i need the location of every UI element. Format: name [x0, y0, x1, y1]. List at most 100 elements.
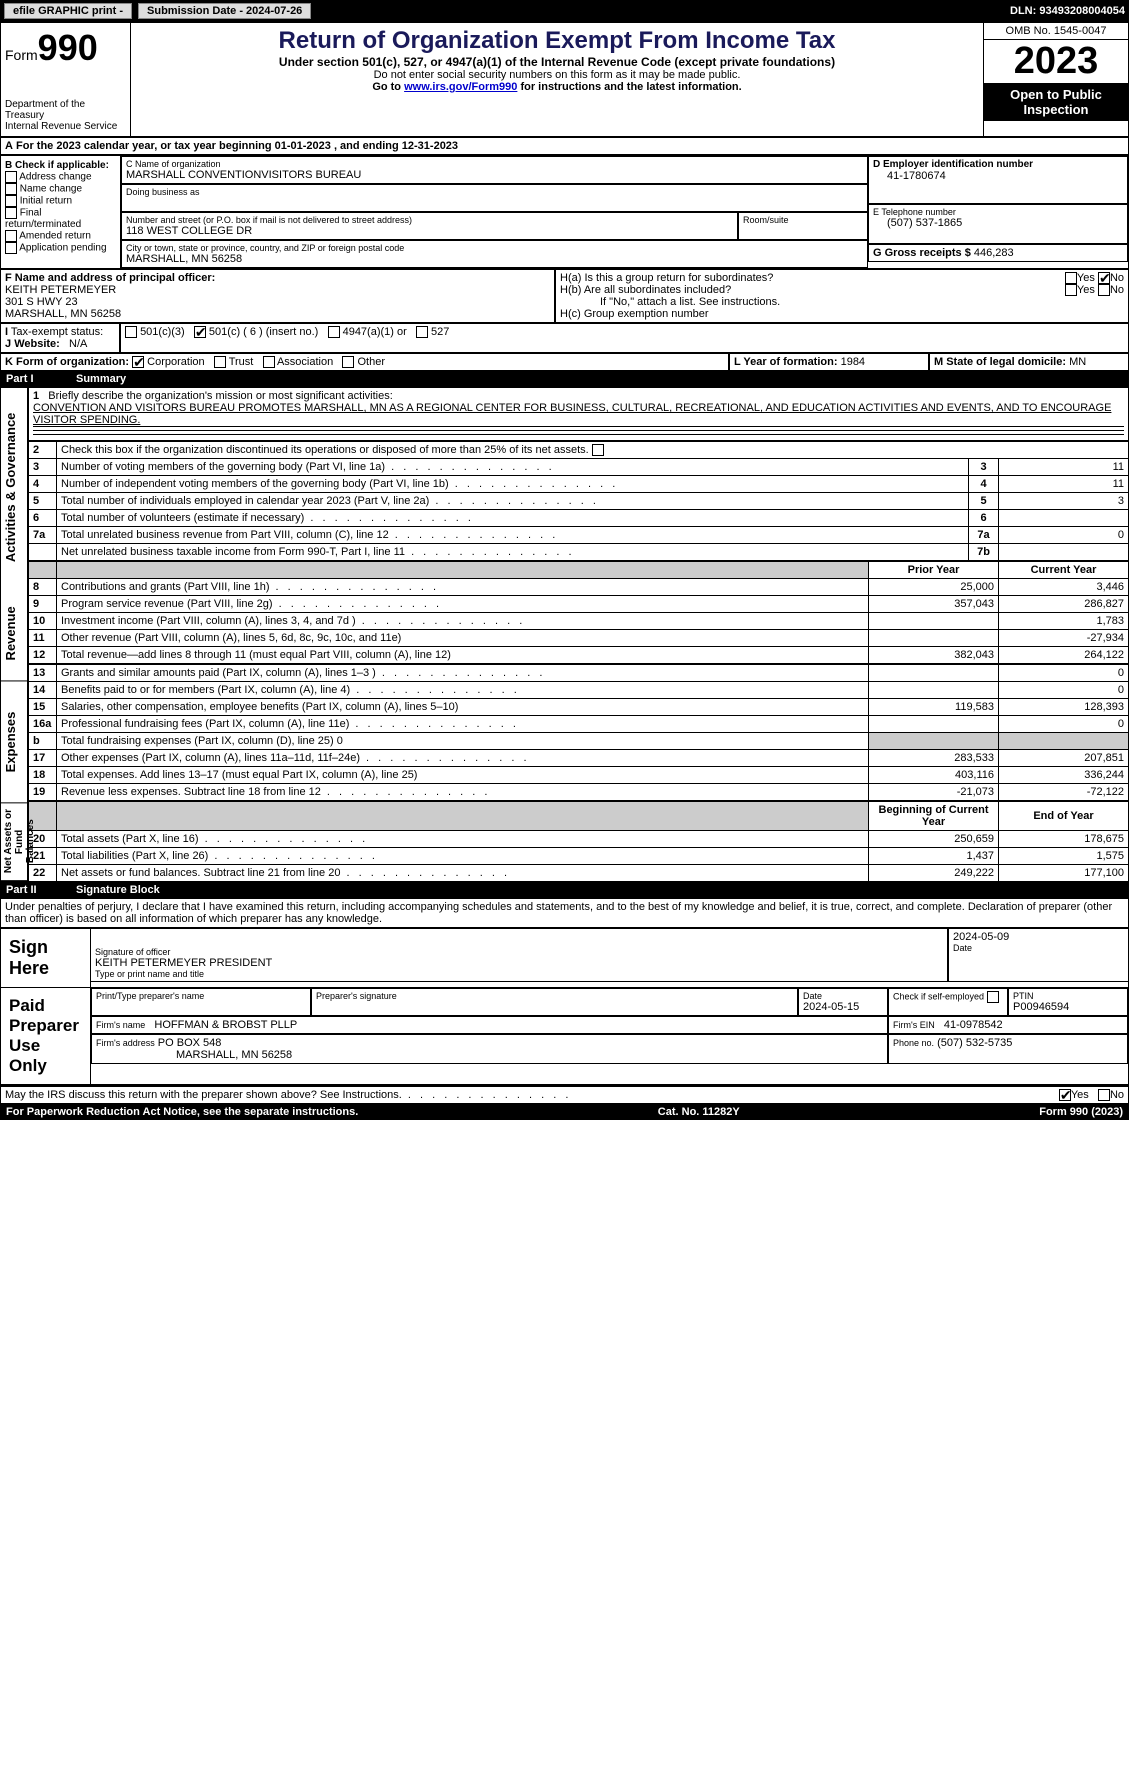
opt-name-change: Name change [20, 184, 82, 195]
prep-date: 2024-05-15 [803, 1001, 883, 1013]
checkbox-ha-no[interactable] [1098, 272, 1110, 284]
opt-501c: 501(c) ( 6 ) (insert no.) [209, 326, 318, 338]
form-title: Return of Organization Exempt From Incom… [135, 27, 979, 55]
i-label: Tax-exempt status: [11, 326, 103, 338]
checkbox-assoc[interactable] [263, 356, 275, 368]
part2-header: Part II Signature Block [0, 882, 1129, 898]
val7a: 0 [999, 527, 1129, 544]
p8: 25,000 [869, 579, 999, 596]
gross-receipts: 446,283 [974, 247, 1014, 259]
p19: -21,073 [869, 784, 999, 801]
c20: 178,675 [999, 831, 1129, 848]
officer-name-title: KEITH PETERMEYER PRESIDENT [95, 957, 943, 969]
part1-header: Part I Summary [0, 371, 1129, 387]
checkbox-trust[interactable] [214, 356, 226, 368]
open-inspection: Open to Public Inspection [984, 83, 1128, 121]
checkbox-final-return[interactable] [5, 207, 17, 219]
line1-label: Briefly describe the organization's miss… [48, 390, 392, 402]
line18: Total expenses. Add lines 13–17 (must eq… [57, 767, 869, 784]
p12: 382,043 [869, 647, 999, 664]
val6 [999, 510, 1129, 527]
irs-link[interactable]: www.irs.gov/Form990 [404, 81, 517, 93]
opt-app-pending: Application pending [19, 243, 106, 254]
checkbox-initial-return[interactable] [5, 195, 17, 207]
org-address: 118 WEST COLLEGE DR [126, 225, 733, 237]
line4: Number of independent voting members of … [57, 476, 969, 493]
checkbox-discuss-yes[interactable] [1059, 1089, 1071, 1101]
checkbox-address-change[interactable] [5, 171, 17, 183]
c19: -72,122 [999, 784, 1129, 801]
date-label: Date [953, 943, 1124, 953]
part1-body: Activities & Governance Revenue Expenses… [0, 387, 1129, 882]
col-d: D Employer identification number 41-1780… [868, 156, 1128, 268]
form-header: Form990 Department of the Treasury Inter… [0, 22, 1129, 137]
form-subtitle-1: Under section 501(c), 527, or 4947(a)(1)… [135, 55, 979, 69]
checkbox-4947[interactable] [328, 326, 340, 338]
hdr-begin: Beginning of Current Year [869, 802, 999, 831]
firm-ein: 41-0978542 [944, 1019, 1003, 1031]
type-name-label: Type or print name and title [95, 969, 943, 979]
addr-label: Number and street (or P.O. box if mail i… [126, 215, 733, 225]
checkbox-discuss-no[interactable] [1098, 1089, 1110, 1101]
line20: Total assets (Part X, line 16) [57, 831, 869, 848]
hdr-prior: Prior Year [869, 562, 999, 579]
hdr-end: End of Year [999, 802, 1129, 831]
c-name-label: C Name of organization [126, 159, 863, 169]
line7b: Net unrelated business taxable income fr… [57, 544, 969, 561]
checkbox-name-change[interactable] [5, 183, 17, 195]
c16a: 0 [999, 716, 1129, 733]
efile-print-button[interactable]: efile GRAPHIC print - [4, 3, 132, 19]
goto-post: for instructions and the latest informat… [517, 81, 741, 93]
firm-addr1: PO BOX 548 [158, 1037, 222, 1049]
checkbox-501c[interactable] [194, 326, 206, 338]
check-self-employed: Check if self-employed [893, 992, 984, 1002]
omb-number: OMB No. 1545-0047 [984, 23, 1128, 40]
firm-phone: (507) 532-5735 [937, 1037, 1012, 1049]
d-label: D Employer identification number [873, 159, 1123, 170]
signature-block: Sign Here Signature of officer KEITH PET… [0, 928, 1129, 1086]
form-label: Form [5, 47, 38, 63]
city-label: City or town, state or province, country… [126, 243, 863, 253]
checkbox-hb-yes[interactable] [1065, 284, 1077, 296]
header-right: OMB No. 1545-0047 2023 Open to Public In… [983, 23, 1128, 136]
checkbox-corp[interactable] [132, 356, 144, 368]
ptin-label: PTIN [1013, 991, 1123, 1001]
line16b: Total fundraising expenses (Part IX, col… [57, 733, 869, 750]
checkbox-self-employed[interactable] [987, 991, 999, 1003]
discuss-row: May the IRS discuss this return with the… [0, 1086, 1129, 1104]
ha-label: H(a) Is this a group return for subordin… [560, 272, 1065, 284]
line21: Total liabilities (Part X, line 26) [57, 848, 869, 865]
line1-box: 1 Briefly describe the organization's mi… [28, 387, 1129, 441]
tax-year: 2023 [984, 40, 1128, 83]
form-number: 990 [38, 27, 98, 68]
checkbox-501c3[interactable] [125, 326, 137, 338]
submission-date-button[interactable]: Submission Date - 2024-07-26 [138, 3, 311, 19]
checkbox-other[interactable] [342, 356, 354, 368]
f-label: F Name and address of principal officer: [5, 272, 550, 284]
val7b [999, 544, 1129, 561]
g-label: G Gross receipts $ [873, 247, 971, 259]
checkbox-ha-yes[interactable] [1065, 272, 1077, 284]
p11 [869, 630, 999, 647]
p17: 283,533 [869, 750, 999, 767]
c13: 0 [999, 665, 1129, 682]
checkbox-hb-no[interactable] [1098, 284, 1110, 296]
p9: 357,043 [869, 596, 999, 613]
c17: 207,851 [999, 750, 1129, 767]
m-label: M State of legal domicile: [934, 356, 1066, 368]
officer-addr1: 301 S HWY 23 [5, 296, 550, 308]
c8: 3,446 [999, 579, 1129, 596]
checkbox-line2[interactable] [592, 444, 604, 456]
checkbox-527[interactable] [416, 326, 428, 338]
p18: 403,116 [869, 767, 999, 784]
header-center: Return of Organization Exempt From Incom… [131, 23, 983, 136]
org-city: MARSHALL, MN 56258 [126, 253, 863, 265]
firm-addr2: MARSHALL, MN 56258 [96, 1049, 292, 1061]
p15: 119,583 [869, 699, 999, 716]
line17: Other expenses (Part IX, column (A), lin… [57, 750, 869, 767]
checkbox-app-pending[interactable] [5, 242, 17, 254]
prep-name-label: Print/Type preparer's name [96, 991, 306, 1001]
checkbox-amended-return[interactable] [5, 230, 17, 242]
line7a: Total unrelated business revenue from Pa… [57, 527, 969, 544]
line5: Total number of individuals employed in … [57, 493, 969, 510]
